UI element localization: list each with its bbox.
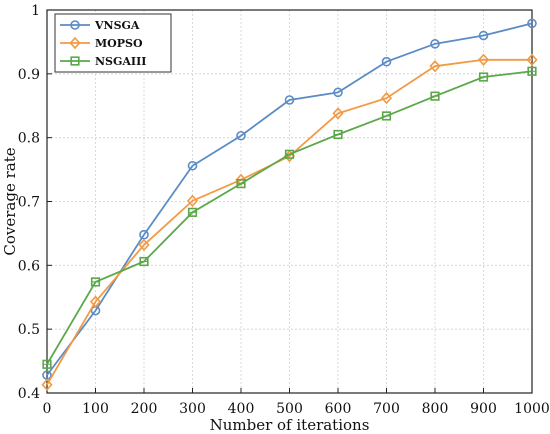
legend: VNSGA MOPSO NSGAIII xyxy=(54,13,172,73)
data-point-mopso xyxy=(380,91,393,105)
legend-marker-nsgaiii xyxy=(70,56,80,66)
x-tick-label: 1000 xyxy=(514,401,550,417)
x-tick-label: 0 xyxy=(43,401,52,417)
data-point-nsgaiii xyxy=(90,277,101,287)
x-tick-label: 700 xyxy=(373,401,400,417)
series-vnsga xyxy=(42,18,537,380)
data-point-vnsga xyxy=(430,39,440,49)
data-point-nsgaiii xyxy=(42,359,52,369)
data-point-vnsga xyxy=(284,95,295,105)
data-point-nsgaiii xyxy=(478,72,489,82)
data-point-mopso xyxy=(89,295,102,308)
y-tick-label: 0.7 xyxy=(18,195,40,211)
series-nsgaiii xyxy=(42,66,537,369)
data-point-vnsga xyxy=(527,18,537,29)
series-layer xyxy=(41,18,538,391)
data-point-mopso xyxy=(186,194,199,208)
y-tick-label: 0.8 xyxy=(18,131,40,147)
data-point-vnsga xyxy=(478,30,489,41)
y-axis-title: Coverage rate xyxy=(1,147,19,255)
data-point-nsgaiii xyxy=(187,207,198,217)
data-point-nsgaiii xyxy=(139,256,149,267)
data-point-nsgaiii xyxy=(284,149,295,159)
series-mopso xyxy=(41,53,538,391)
x-tick-label: 600 xyxy=(325,401,352,417)
data-point-mopso xyxy=(41,378,53,391)
y-tick-label: 1 xyxy=(31,3,40,19)
data-point-vnsga xyxy=(333,87,343,98)
series-line-mopso xyxy=(46,58,532,386)
data-point-nsgaiii xyxy=(527,66,537,76)
data-point-nsgaiii xyxy=(430,91,440,101)
legend-label-nsgaiii: NSGAIII xyxy=(95,55,146,68)
legend-marker-vnsga xyxy=(70,20,80,30)
axis-ticks: 0 100 200 300 400 500 600 700 800 900 1000 0.4 0.5 0.… xyxy=(18,3,550,417)
y-tick-label: 0.6 xyxy=(18,258,40,274)
data-point-mopso xyxy=(138,238,150,252)
x-tick-label: 100 xyxy=(82,401,109,417)
x-axis-title: Number of iterations xyxy=(210,416,370,434)
x-tick-label: 900 xyxy=(470,401,497,417)
data-point-mopso xyxy=(526,53,538,66)
data-point-mopso xyxy=(477,53,490,66)
legend-label-vnsga: VNSGA xyxy=(94,19,140,32)
data-point-nsgaiii xyxy=(236,179,246,189)
data-point-mopso xyxy=(429,59,441,73)
y-tick-label: 0.5 xyxy=(18,322,40,338)
data-point-vnsga xyxy=(139,229,149,240)
data-point-mopso xyxy=(332,107,344,120)
x-tick-label: 200 xyxy=(131,401,158,417)
x-tick-label: 400 xyxy=(228,401,255,417)
y-tick-label: 0.9 xyxy=(18,67,40,83)
legend-marker-mopso xyxy=(69,36,81,50)
data-point-vnsga xyxy=(236,130,246,141)
data-point-vnsga xyxy=(187,160,198,171)
data-point-nsgaiii xyxy=(333,129,343,140)
data-point-mopso xyxy=(235,173,247,186)
data-point-vnsga xyxy=(381,56,392,67)
legend-label-mopso: MOPSO xyxy=(95,37,143,50)
x-tick-label: 500 xyxy=(276,401,303,417)
x-tick-label: 300 xyxy=(179,401,206,417)
series-line-vnsga xyxy=(46,22,533,376)
y-tick-label: 0.4 xyxy=(18,386,40,402)
x-tick-label: 800 xyxy=(422,401,449,417)
data-point-nsgaiii xyxy=(381,111,392,121)
